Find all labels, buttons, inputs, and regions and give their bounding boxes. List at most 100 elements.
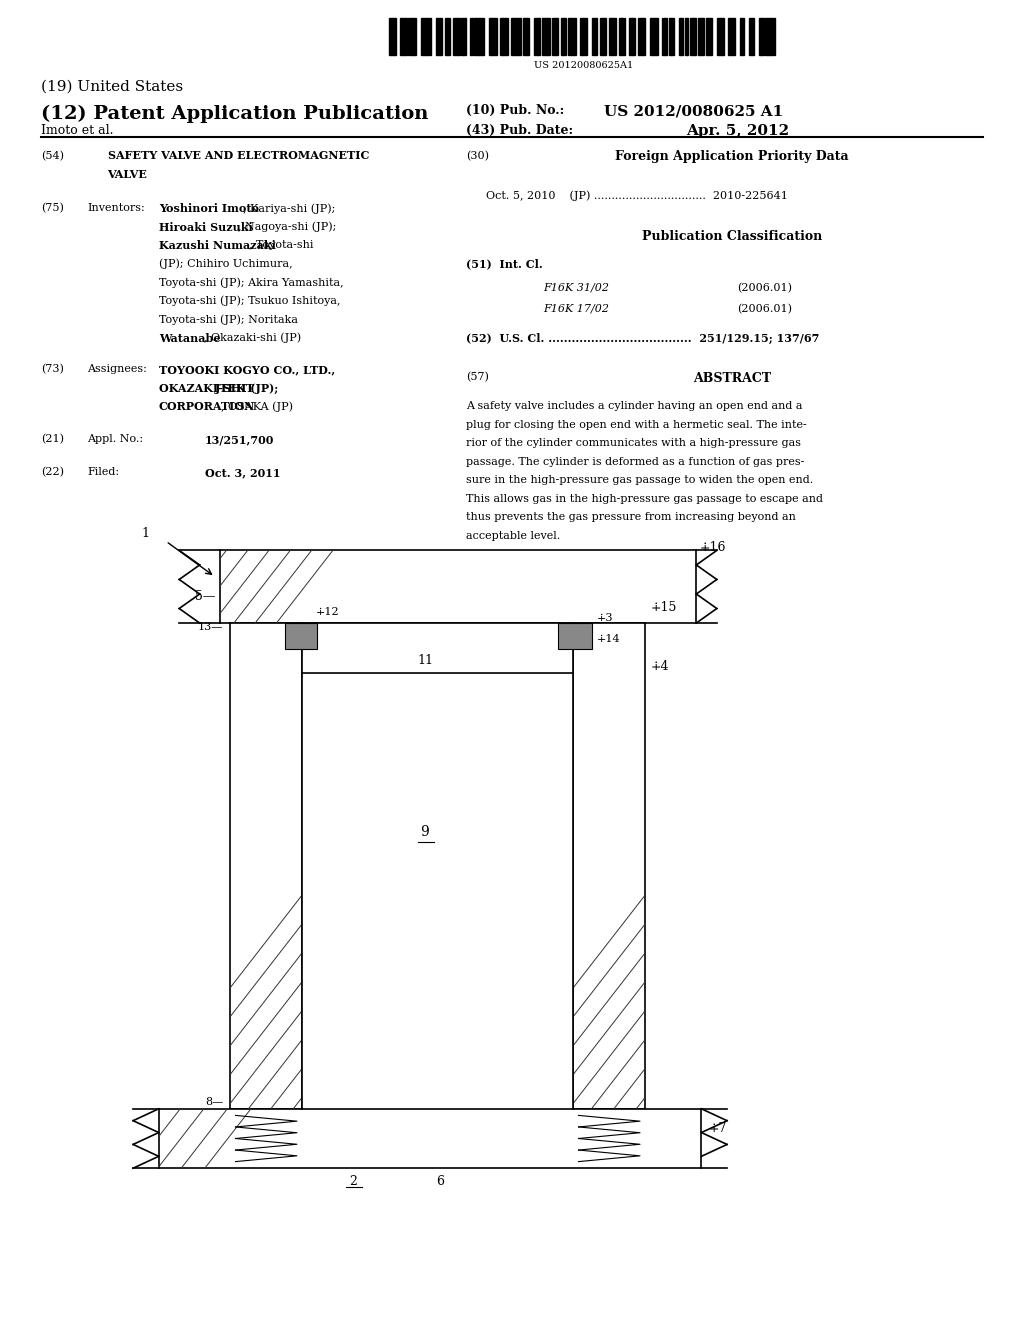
Text: (10) Pub. No.:: (10) Pub. No.: [466, 104, 564, 117]
Bar [581, 18, 582, 55]
Bar [629, 18, 632, 55]
Bar [516, 18, 521, 55]
Text: ∔7: ∔7 [709, 1122, 727, 1135]
Text: 13/251,700: 13/251,700 [205, 434, 274, 445]
Bar [722, 18, 724, 55]
Bar [741, 18, 744, 55]
Bar [409, 18, 414, 55]
Bar [690, 18, 694, 55]
Text: 11: 11 [417, 653, 433, 667]
Polygon shape [558, 623, 592, 649]
Bar [649, 18, 654, 55]
Text: Oct. 5, 2010    (JP) ................................  2010-225641: Oct. 5, 2010 (JP) ......................… [486, 190, 788, 201]
Bar [522, 18, 527, 55]
Text: plug for closing the open end with a hermetic seal. The inte-: plug for closing the open end with a her… [466, 420, 807, 430]
Text: F16K 31/02: F16K 31/02 [543, 282, 608, 293]
Bar [454, 18, 457, 55]
Bar [552, 18, 555, 55]
Bar [539, 18, 541, 55]
Bar [632, 18, 635, 55]
Bar [503, 18, 508, 55]
Text: SAFETY VALVE AND ELECTROMAGNETIC: SAFETY VALVE AND ELECTROMAGNETIC [108, 150, 369, 161]
Bar [717, 18, 722, 55]
Text: Apr. 5, 2012: Apr. 5, 2012 [686, 124, 790, 139]
Text: (2006.01): (2006.01) [737, 304, 793, 314]
Bar [488, 18, 492, 55]
Bar [436, 18, 437, 55]
Text: F16K 17/02: F16K 17/02 [543, 304, 608, 314]
Text: rior of the cylinder communicates with a high-pressure gas: rior of the cylinder communicates with a… [466, 438, 801, 449]
Polygon shape [159, 1109, 701, 1168]
Text: (30): (30) [466, 150, 488, 161]
Bar [759, 18, 761, 55]
Text: Assignees:: Assignees: [87, 364, 146, 375]
Bar [462, 18, 463, 55]
Bar [612, 18, 615, 55]
Text: This allows gas in the high-pressure gas passage to escape and: This allows gas in the high-pressure gas… [466, 494, 823, 504]
Polygon shape [573, 623, 645, 1109]
Bar [685, 18, 686, 55]
Text: ∔12: ∔12 [315, 607, 339, 618]
Text: Kazushi Numazaki: Kazushi Numazaki [159, 240, 275, 251]
Text: (54): (54) [41, 150, 63, 161]
Text: sure in the high-pressure gas passage to widen the open end.: sure in the high-pressure gas passage to… [466, 475, 813, 486]
Bar [642, 18, 645, 55]
Bar [471, 18, 473, 55]
Text: passage. The cylinder is deformed as a function of gas pres-: passage. The cylinder is deformed as a f… [466, 457, 804, 467]
Bar [470, 18, 471, 55]
Bar [699, 18, 705, 55]
Text: (19) United States: (19) United States [41, 79, 183, 94]
Text: 5—: 5— [195, 590, 215, 603]
Text: ∔16: ∔16 [699, 541, 726, 554]
Bar [421, 18, 426, 55]
Text: Toyota-shi (JP); Akira Yamashita,: Toyota-shi (JP); Akira Yamashita, [159, 277, 343, 288]
Bar [654, 18, 657, 55]
Text: Hiroaki Suzuki: Hiroaki Suzuki [159, 222, 253, 232]
Bar [527, 18, 529, 55]
Text: , OSAKA (JP): , OSAKA (JP) [221, 401, 293, 412]
Bar [555, 18, 558, 55]
Text: ∔3: ∔3 [597, 612, 613, 623]
Bar [595, 18, 597, 55]
Text: , Toyota-shi: , Toyota-shi [249, 240, 313, 251]
Bar [437, 18, 442, 55]
Text: US 20120080625A1: US 20120080625A1 [535, 61, 633, 70]
Bar [750, 18, 753, 55]
Bar [394, 18, 395, 55]
Text: Oct. 3, 2011: Oct. 3, 2011 [205, 467, 281, 478]
Text: 1: 1 [141, 527, 150, 540]
Text: VALVE: VALVE [108, 169, 147, 180]
Text: (43) Pub. Date:: (43) Pub. Date: [466, 124, 573, 137]
Text: 9: 9 [421, 825, 429, 838]
Bar [609, 18, 612, 55]
Bar [400, 18, 406, 55]
Bar [665, 18, 668, 55]
Text: Publication Classification: Publication Classification [642, 230, 822, 243]
Text: Yoshinori Imoto: Yoshinori Imoto [159, 203, 259, 214]
Bar [389, 18, 394, 55]
Bar [426, 18, 431, 55]
Text: 2: 2 [349, 1175, 357, 1188]
Bar [447, 18, 451, 55]
Text: Imoto et al.: Imoto et al. [41, 124, 114, 137]
Bar [500, 18, 503, 55]
Text: (52)  U.S. Cl. .....................................  251/129.15; 137/67: (52) U.S. Cl. ..........................… [466, 333, 819, 343]
Text: 13—: 13— [198, 622, 223, 632]
Text: A safety valve includes a cylinder having an open end and a: A safety valve includes a cylinder havin… [466, 401, 803, 412]
Text: (21): (21) [41, 434, 63, 445]
Polygon shape [220, 550, 696, 623]
Bar [603, 18, 606, 55]
Bar [474, 18, 479, 55]
Bar [570, 18, 575, 55]
Text: , Kariya-shi (JP);: , Kariya-shi (JP); [244, 203, 336, 214]
Polygon shape [285, 623, 317, 649]
Text: , Okazaki-shi (JP): , Okazaki-shi (JP) [204, 333, 301, 343]
Bar [406, 18, 407, 55]
Text: Toyota-shi (JP); Tsukuo Ishitoya,: Toyota-shi (JP); Tsukuo Ishitoya, [159, 296, 340, 306]
Bar [669, 18, 671, 55]
Text: (22): (22) [41, 467, 63, 478]
Bar [708, 18, 713, 55]
Text: (51)  Int. Cl.: (51) Int. Cl. [466, 259, 543, 269]
Text: thus prevents the gas pressure from increasing beyond an: thus prevents the gas pressure from incr… [466, 512, 796, 523]
Bar [511, 18, 516, 55]
